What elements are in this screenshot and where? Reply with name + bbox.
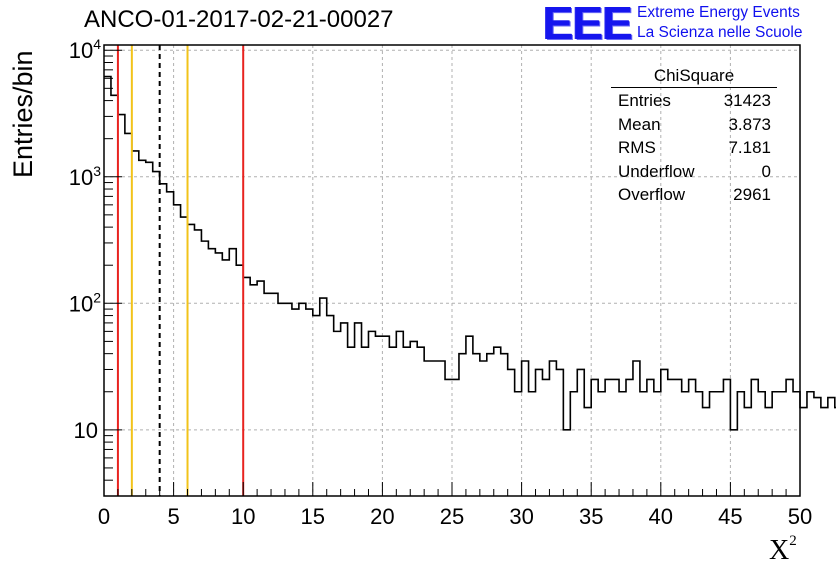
stats-value: 2961 — [733, 185, 771, 204]
x-axis-ticks: 0 5 10 15 20 25 30 35 40 45 50 — [98, 482, 812, 529]
stats-box: ChiSquare Entries 31423 Mean 3.873 RMS 7.18… — [611, 66, 777, 207]
x-tick-label: 40 — [649, 504, 673, 529]
y-tick-label: 10 — [74, 418, 98, 443]
x-tick-label: 15 — [301, 504, 325, 529]
stats-row: Overflow 2961 — [611, 183, 777, 207]
stats-label: Overflow — [618, 185, 686, 204]
x-tick-label: 45 — [718, 504, 742, 529]
stats-label: Underflow — [618, 161, 695, 181]
histogram-line — [104, 75, 836, 431]
stats-row: Entries 31423 — [611, 89, 777, 113]
stats-row: Underflow 0 — [611, 160, 777, 184]
x-tick-label: 30 — [509, 504, 533, 529]
y-tick-label: 103 — [69, 163, 101, 190]
stats-value: 31423 — [723, 91, 771, 110]
x-tick-label: 50 — [788, 504, 812, 529]
logo-line-1: Extreme Energy Events — [637, 4, 800, 21]
stats-label: RMS — [618, 138, 656, 157]
stats-label: Entries — [618, 91, 671, 110]
logo-line-2: La Scienza nelle Scuole — [637, 24, 803, 41]
x-tick-label: 10 — [231, 504, 255, 529]
histogram-series — [104, 75, 836, 431]
x-tick-label: 35 — [579, 504, 603, 529]
plot-title: ANCO-01-2017-02-21-00027 — [84, 6, 394, 33]
stats-row: Mean 3.873 — [611, 113, 777, 137]
x-axis-label-base: X — [769, 535, 790, 566]
stats-value: 0 — [761, 161, 771, 181]
x-tick-label: 0 — [98, 504, 110, 529]
eee-logo: EEE — [543, 0, 633, 49]
stats-title: ChiSquare — [611, 66, 777, 88]
x-axis-label: X2 — [769, 532, 797, 567]
y-tick-label: 102 — [69, 289, 101, 316]
stats-label: Mean — [618, 114, 661, 134]
x-tick-label: 5 — [167, 504, 179, 529]
stats-value: 7.181 — [728, 138, 771, 157]
y-tick-label: 104 — [69, 36, 101, 63]
stats-row: RMS 7.181 — [611, 136, 777, 160]
cut-lines — [116, 45, 245, 496]
x-axis-label-superscript: 2 — [789, 532, 797, 549]
x-tick-label: 20 — [370, 504, 394, 529]
stats-value: 3.873 — [728, 114, 771, 134]
x-tick-label: 25 — [440, 504, 464, 529]
grid-lines — [104, 45, 800, 496]
y-axis-ticks: 10 102 103 104 — [69, 36, 122, 497]
y-axis-label: Entries/bin — [8, 50, 38, 178]
